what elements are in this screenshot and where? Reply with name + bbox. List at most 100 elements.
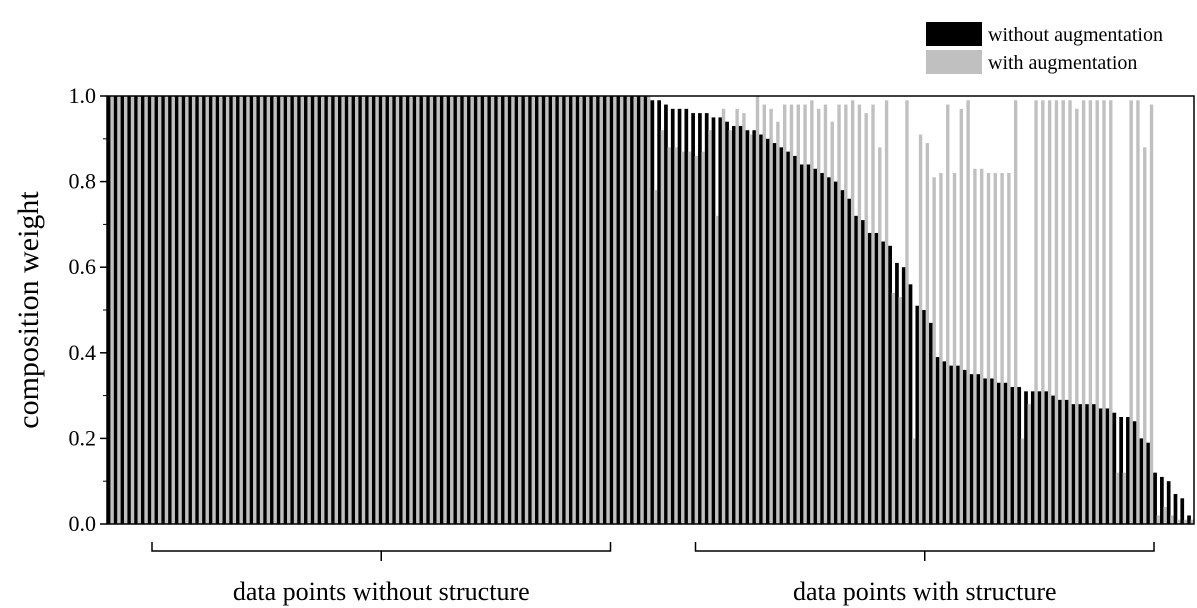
- bar-without-augmentation: [1098, 408, 1103, 524]
- bar-without-augmentation: [684, 108, 689, 524]
- bar-with-augmentation: [354, 96, 359, 524]
- bar-with-augmentation: [1170, 515, 1174, 524]
- legend-swatch-with-augmentation: [926, 50, 982, 74]
- bar-with-augmentation: [1027, 404, 1031, 524]
- bar-without-augmentation: [582, 96, 587, 524]
- bar-with-augmentation: [993, 173, 997, 525]
- bar-without-augmentation: [752, 130, 757, 525]
- bar-with-augmentation: [871, 104, 875, 524]
- bar-with-augmentation: [1136, 100, 1140, 524]
- bar-without-augmentation: [147, 96, 152, 524]
- bar-without-augmentation: [154, 96, 159, 524]
- bar-without-augmentation: [1058, 399, 1062, 524]
- bar-with-augmentation: [531, 96, 536, 524]
- bar-with-augmentation: [164, 96, 169, 524]
- bar-without-augmentation: [317, 96, 322, 524]
- bar-without-augmentation: [548, 96, 553, 524]
- bar-with-augmentation: [803, 104, 807, 524]
- bar-without-augmentation: [806, 164, 811, 525]
- bar-without-augmentation: [297, 96, 301, 524]
- bar-without-augmentation: [208, 96, 213, 524]
- bar-without-augmentation: [813, 168, 818, 524]
- bar-with-augmentation: [816, 108, 821, 524]
- y-tick-label: 0.8: [69, 169, 97, 194]
- legend-label-without-augmentation: without augmentation: [988, 24, 1163, 46]
- bar-without-augmentation: [1064, 399, 1069, 524]
- bar-with-augmentation: [558, 96, 563, 524]
- bar-without-augmentation: [439, 96, 444, 524]
- bar-with-augmentation: [640, 96, 644, 524]
- bar-with-augmentation: [511, 96, 515, 524]
- bar-with-augmentation: [368, 96, 372, 524]
- bar-without-augmentation: [861, 220, 865, 524]
- bar-with-augmentation: [456, 96, 461, 524]
- bar-with-augmentation: [219, 96, 223, 524]
- bar-without-augmentation: [1146, 442, 1151, 524]
- bar-without-augmentation: [765, 138, 770, 525]
- bar-with-augmentation: [388, 96, 393, 524]
- bar-with-augmentation: [490, 96, 495, 524]
- bar-without-augmentation: [412, 96, 417, 524]
- bar-with-augmentation: [1000, 173, 1004, 525]
- bar-with-augmentation: [266, 96, 271, 524]
- bar-without-augmentation: [365, 96, 369, 524]
- bar-with-augmentation: [878, 147, 882, 525]
- bar-without-augmentation: [358, 96, 363, 524]
- bar-with-augmentation: [117, 96, 121, 524]
- bar-with-augmentation: [701, 151, 705, 524]
- bar-with-augmentation: [287, 96, 291, 524]
- bar-with-augmentation: [1177, 519, 1181, 524]
- bar-with-augmentation: [450, 96, 454, 524]
- bar-without-augmentation: [521, 96, 526, 524]
- bar-with-augmentation: [416, 96, 420, 524]
- group-label-0: data points without structure: [233, 577, 530, 606]
- bar-with-augmentation: [891, 292, 896, 524]
- bar-with-augmentation: [212, 96, 216, 524]
- bar-without-augmentation: [555, 96, 560, 524]
- bar-without-augmentation: [467, 96, 471, 524]
- bar-with-augmentation: [735, 108, 739, 524]
- bar-with-augmentation: [952, 173, 957, 525]
- bar-without-augmentation: [623, 96, 628, 524]
- bar-with-augmentation: [728, 130, 733, 525]
- bar-without-augmentation: [351, 96, 356, 524]
- bar-without-augmentation: [901, 267, 906, 524]
- bar-without-augmentation: [229, 96, 233, 524]
- bar-without-augmentation: [990, 378, 994, 524]
- bar-without-augmentation: [270, 96, 274, 524]
- bar-with-augmentation: [1088, 100, 1093, 524]
- bar-with-augmentation: [327, 96, 332, 524]
- bar-with-augmentation: [830, 121, 834, 525]
- bar-without-augmentation: [915, 305, 920, 524]
- bar-without-augmentation: [1166, 481, 1171, 524]
- bar-with-augmentation: [762, 104, 766, 524]
- bar-without-augmentation: [1139, 438, 1144, 524]
- bar-with-augmentation: [123, 96, 128, 524]
- bar-with-augmentation: [191, 96, 196, 524]
- bar-without-augmentation: [1037, 391, 1042, 524]
- bar-with-augmentation: [477, 96, 481, 524]
- legend: without augmentation with augmentation: [926, 22, 1163, 74]
- bar-without-augmentation: [568, 96, 573, 524]
- bar-with-augmentation: [1129, 100, 1133, 524]
- bar-without-augmentation: [1030, 391, 1035, 524]
- bar-without-augmentation: [772, 143, 777, 524]
- bar-with-augmentation: [796, 104, 800, 524]
- bar-with-augmentation: [1163, 506, 1167, 524]
- bar-without-augmentation: [535, 96, 539, 524]
- bar-without-augmentation: [969, 374, 974, 524]
- bar-with-augmentation: [545, 96, 549, 524]
- bar-with-augmentation: [144, 96, 148, 524]
- bar-with-augmentation: [1190, 519, 1194, 524]
- bar-with-augmentation: [708, 130, 712, 525]
- bar-without-augmentation: [161, 96, 166, 524]
- bar-without-augmentation: [691, 113, 695, 525]
- bar-with-augmentation: [565, 96, 569, 524]
- bar-without-augmentation: [738, 125, 743, 525]
- bar-without-augmentation: [337, 96, 342, 524]
- bar-without-augmentation: [847, 198, 852, 524]
- bar-with-augmentation: [1115, 472, 1120, 524]
- bar-without-augmentation: [514, 96, 519, 524]
- bar-without-augmentation: [949, 365, 954, 524]
- bar-without-augmentation: [854, 215, 859, 524]
